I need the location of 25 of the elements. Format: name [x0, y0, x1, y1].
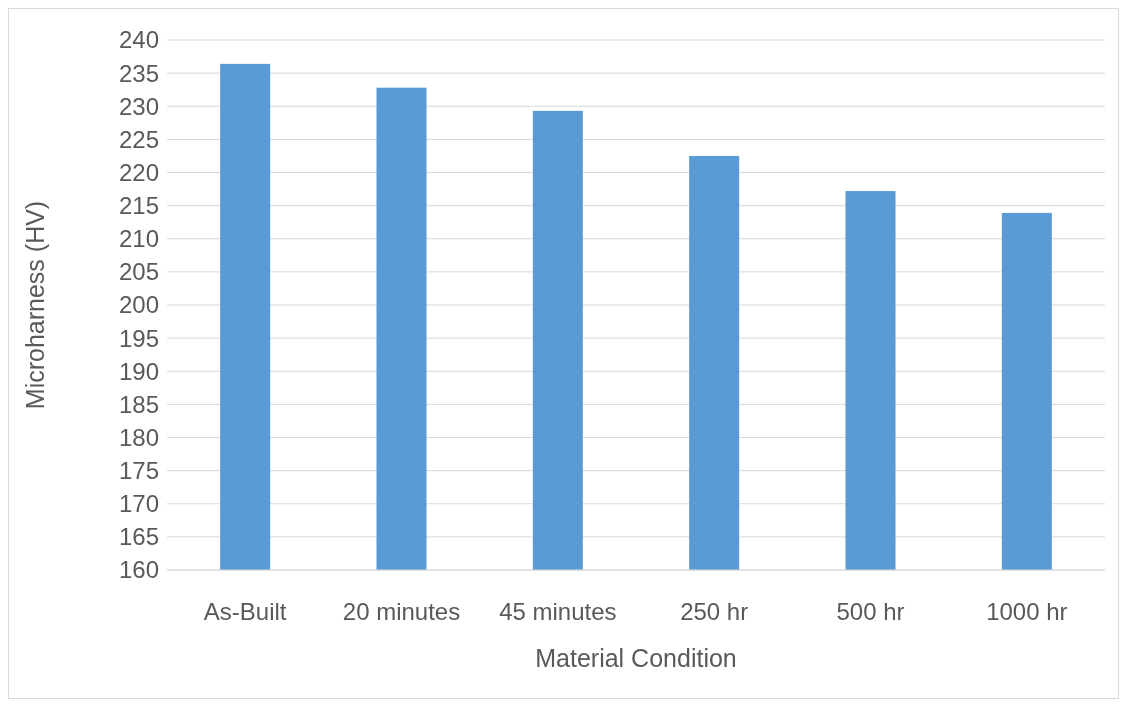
y-tick-label: 185 — [118, 390, 159, 418]
x-tick-label: As-Built — [203, 598, 287, 625]
y-tick-label: 165 — [118, 523, 159, 551]
x-tick-label: 500 hr — [836, 598, 905, 625]
x-tick-label: 250 hr — [680, 598, 749, 625]
x-tick-label: 45 minutes — [499, 598, 617, 625]
y-tick-label: 195 — [118, 324, 159, 352]
y-tick-label: 230 — [118, 92, 159, 120]
y-axis-title: Microharness (HV) — [21, 200, 49, 410]
y-tick-label: 200 — [118, 291, 159, 319]
x-axis-title: Material Condition — [535, 644, 737, 672]
y-tick-label: 215 — [118, 192, 159, 220]
y-tick-label: 235 — [118, 59, 159, 87]
x-tick-label: 1000 hr — [986, 598, 1068, 625]
y-tick-label: 225 — [118, 125, 159, 153]
y-tick-label: 190 — [118, 357, 159, 385]
x-tick-label: 20 minutes — [342, 598, 461, 625]
y-tick-label: 160 — [118, 556, 159, 584]
y-tick-label: 220 — [118, 158, 159, 186]
y-tick-label: 205 — [118, 258, 159, 286]
y-tick-label: 180 — [118, 423, 159, 451]
y-tick-label: 240 — [118, 26, 159, 54]
y-tick-label: 175 — [118, 457, 159, 485]
y-tick-label: 210 — [118, 225, 159, 253]
y-tick-label: 170 — [118, 490, 159, 518]
